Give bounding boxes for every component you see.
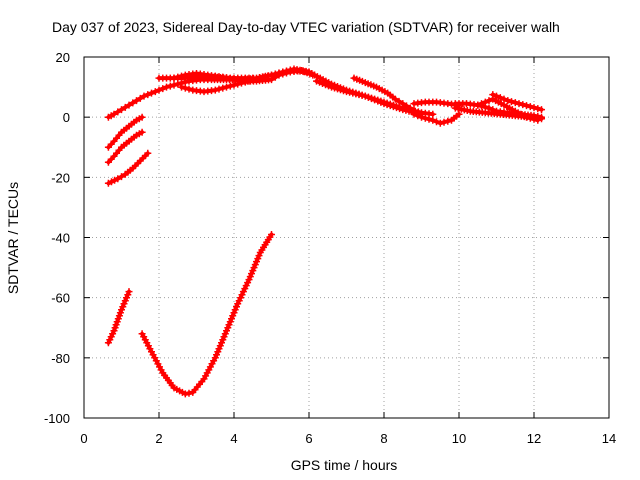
series-trace-16 <box>104 288 133 347</box>
grid <box>84 57 609 418</box>
series-trace-3 <box>104 128 146 166</box>
series-trace-17 <box>138 231 275 398</box>
x-tick-label: 6 <box>305 431 312 446</box>
series-point-markers <box>410 110 463 127</box>
series-trace-11 <box>410 110 463 127</box>
x-tick-label: 12 <box>527 431 541 446</box>
x-tick-label: 4 <box>230 431 237 446</box>
series-point-markers <box>313 77 437 118</box>
series-trace-4 <box>104 149 152 187</box>
y-tick-label: 20 <box>56 50 70 65</box>
y-tick-label: -60 <box>51 291 70 306</box>
series-trace-15 <box>474 95 542 124</box>
x-tick-label: 0 <box>80 431 87 446</box>
x-tick-label: 14 <box>602 431 616 446</box>
series-point-markers <box>138 231 275 398</box>
y-tick-label: -40 <box>51 231 70 246</box>
series-trace-2 <box>104 113 146 151</box>
y-tick-label: 0 <box>63 110 70 125</box>
axis-ticks: 0 2 4 6 8 10 12 14 -100 -80 -60 -40 -20 0 20 <box>44 50 616 446</box>
x-axis-label: GPS time / hours <box>291 457 398 473</box>
plot-frame <box>83 56 610 419</box>
series-point-markers <box>104 128 146 166</box>
series-trace-6 <box>178 65 313 96</box>
series-point-markers <box>178 65 313 96</box>
x-tick-label: 2 <box>155 431 162 446</box>
series-point-markers <box>489 91 545 114</box>
series-point-markers <box>474 95 542 124</box>
series-point-markers <box>104 113 146 151</box>
y-tick-label: -100 <box>44 411 70 426</box>
chart-title: Day 037 of 2023, Sidereal Day-to-day VTE… <box>52 19 560 35</box>
y-tick-label: -20 <box>51 170 70 185</box>
series-point-markers <box>104 288 133 347</box>
series-layer <box>104 65 545 398</box>
series-point-markers <box>170 70 257 82</box>
series-point-markers <box>104 149 152 187</box>
series-trace-7 <box>170 70 257 82</box>
series-trace-9 <box>313 77 437 118</box>
y-axis-label: SDTVAR / TECUs <box>5 182 21 294</box>
series-trace-14 <box>489 91 545 114</box>
x-tick-label: 10 <box>452 431 466 446</box>
y-tick-label: -80 <box>51 351 70 366</box>
x-tick-label: 8 <box>380 431 387 446</box>
series-trace-10 <box>410 98 463 109</box>
